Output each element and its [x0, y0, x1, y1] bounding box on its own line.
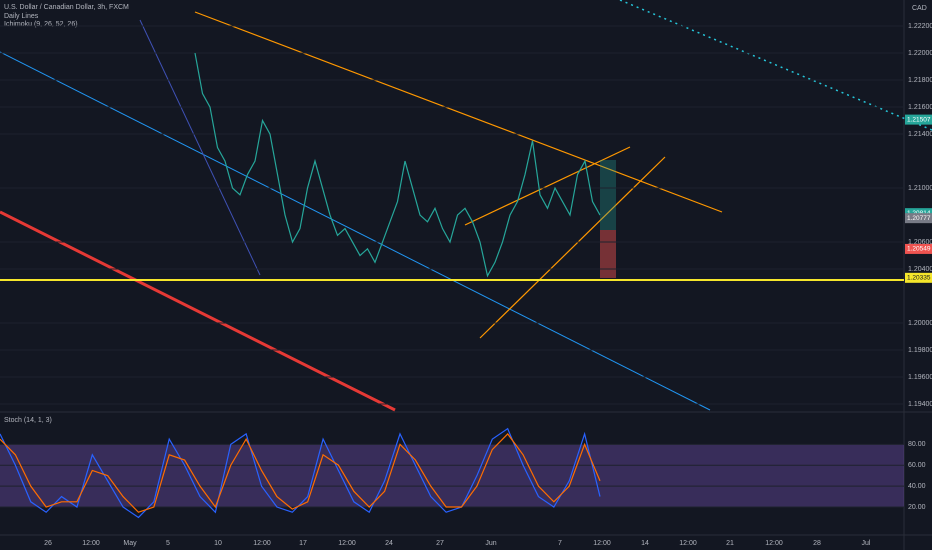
y-tick-label: 1.21000: [908, 185, 932, 192]
position-stop: [600, 230, 616, 278]
x-tick-label: 12:00: [593, 540, 611, 547]
x-tick-label: 12:00: [253, 540, 271, 547]
y-tick-label: 40.00: [908, 483, 926, 490]
x-tick-label: 10: [214, 540, 222, 547]
x-tick-label: Jul: [862, 540, 871, 547]
price-tag-label: 1.20549: [907, 246, 931, 253]
indicator-label: Ichimoku (9, 26, 52, 26): [4, 21, 78, 28]
y-tick-label: 1.20400: [908, 266, 932, 273]
x-tick-label: 26: [44, 540, 52, 547]
x-tick-label: 24: [385, 540, 393, 547]
y-tick-label: 80.00: [908, 441, 926, 448]
symbol-title: U.S. Dollar / Canadian Dollar, 3h, FXCM: [4, 4, 129, 11]
stoch-band: [0, 444, 904, 508]
stoch-title: Stoch (14, 1, 3): [4, 417, 52, 424]
y-tick-label: 1.20000: [908, 320, 932, 327]
price-tag: [905, 243, 932, 254]
x-tick-label: 7: [558, 540, 562, 547]
x-tick-label: 21: [726, 540, 734, 547]
price-tag-label: 1.20335: [907, 275, 931, 282]
x-tick-label: 5: [166, 540, 170, 547]
y-tick-label: 1.19800: [908, 347, 932, 354]
y-tick-label: 1.19600: [908, 374, 932, 381]
position-target: [600, 160, 616, 230]
y-tick-label: 60.00: [908, 462, 926, 469]
trend-line: [464, 146, 631, 226]
x-tick-label: 12:00: [338, 540, 356, 547]
x-tick-label: May: [123, 540, 137, 547]
y-tick-label: 1.22200: [908, 23, 932, 30]
y-tick-label: 1.21800: [908, 77, 932, 84]
price-tag: [905, 213, 932, 224]
x-tick-label: Jun: [485, 540, 496, 547]
trend-line: [139, 19, 261, 276]
series-line: [0, 432, 601, 513]
x-tick-label: 27: [436, 540, 444, 547]
y-tick-label: 1.21600: [908, 104, 932, 111]
trend-line: [194, 11, 723, 213]
price-tag-label: 1.20777: [907, 215, 931, 222]
x-tick-label: 17: [299, 540, 307, 547]
indicator-label: Daily Lines: [4, 13, 39, 20]
price-tag: [905, 114, 932, 125]
price-tag: [905, 272, 932, 283]
trend-line: [479, 156, 666, 339]
x-tick-label: 14: [641, 540, 649, 547]
trend-line: [619, 0, 932, 131]
x-tick-label: 28: [813, 540, 821, 547]
x-tick-label: 12:00: [765, 540, 783, 547]
price-tag-label: 1.21507: [907, 116, 931, 123]
y-tick-label: 1.19400: [908, 401, 932, 408]
currency-label: CAD: [912, 5, 927, 12]
y-tick-label: 1.21400: [908, 131, 932, 138]
y-tick-label: 1.22000: [908, 50, 932, 57]
y-tick-label: 1.20600: [908, 239, 932, 246]
x-tick-label: 12:00: [82, 540, 100, 547]
x-tick-label: 12:00: [679, 540, 697, 547]
y-tick-label: 20.00: [908, 504, 926, 511]
series-line: [0, 427, 601, 519]
series-line: [194, 52, 601, 278]
